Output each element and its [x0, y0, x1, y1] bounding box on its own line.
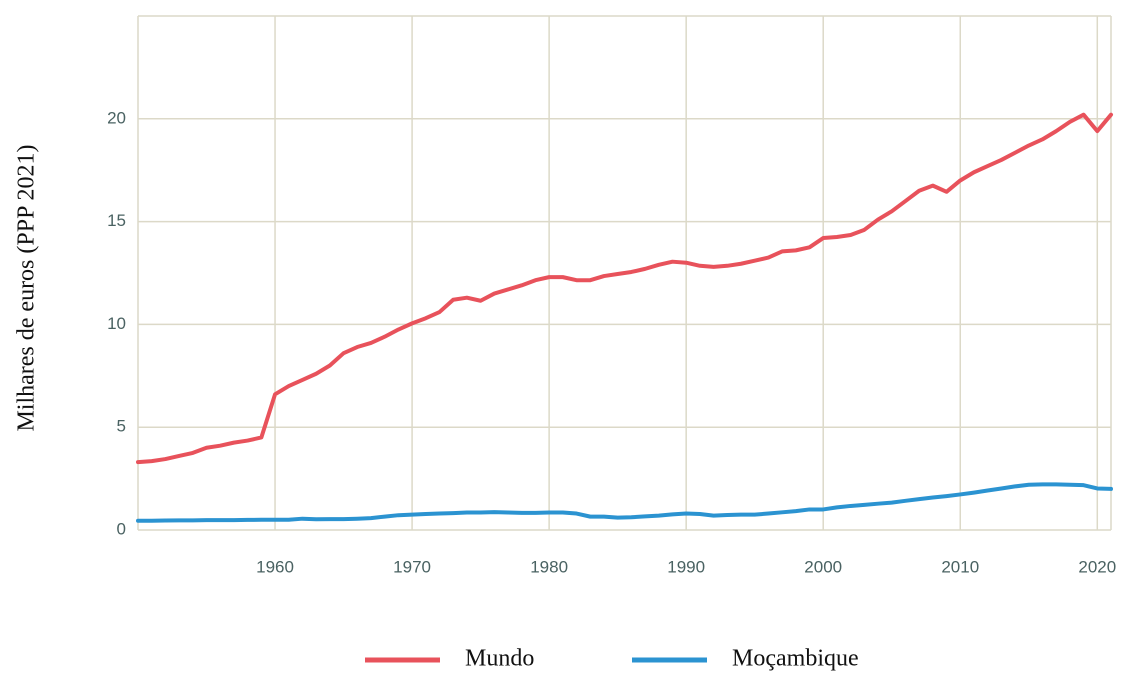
- line: [136, 482, 1113, 523]
- y-tick-label: 5: [117, 417, 126, 436]
- x-tick-label: 1990: [667, 557, 705, 576]
- y-axis-label: Milhares de euros (PPP 2021): [14, 144, 40, 431]
- y-tick-label: 15: [107, 211, 126, 230]
- x-tick-label: 2000: [804, 557, 842, 576]
- y-tick-label: 0: [117, 519, 126, 538]
- legend-label: Mundo: [465, 646, 534, 672]
- x-tick-label: 2010: [941, 557, 979, 576]
- y-tick-label: 10: [107, 314, 126, 333]
- x-tick-label: 1960: [256, 557, 294, 576]
- x-tick-label: 2020: [1078, 557, 1116, 576]
- x-tick-label: 1970: [393, 557, 431, 576]
- x-tick-label: 1980: [530, 557, 568, 576]
- legend-label: Moçambique: [732, 646, 859, 672]
- y-tick-label: 20: [107, 108, 126, 127]
- line: [136, 112, 1113, 465]
